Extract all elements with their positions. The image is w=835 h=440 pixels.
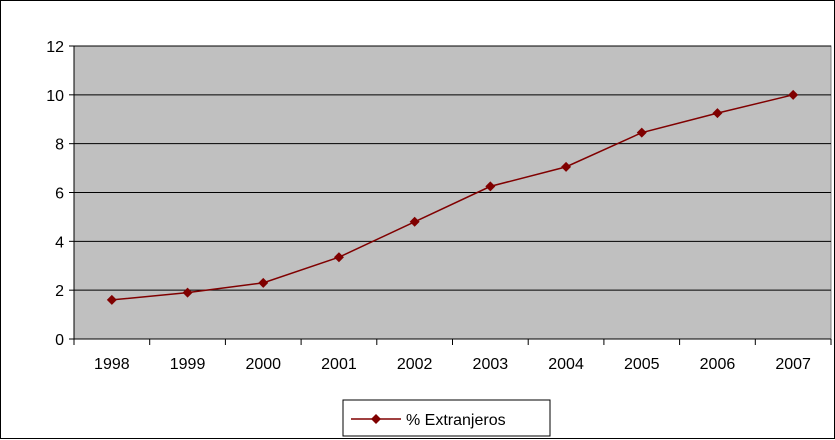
gridlines	[74, 45, 831, 291]
x-tick-label: 2007	[775, 356, 811, 373]
data-point-marker	[485, 181, 496, 192]
y-tick-label: 2	[55, 283, 64, 300]
series-line	[111, 94, 794, 301]
y-tick-label: 0	[55, 332, 64, 349]
legend: % Extranjeros	[342, 399, 551, 437]
x-tick-label: 1999	[170, 356, 206, 373]
y-tick-label: 10	[46, 88, 64, 105]
y-tick-label: 6	[55, 186, 64, 203]
series-lines	[111, 94, 794, 301]
x-tick-label: 2006	[700, 356, 736, 373]
legend-label: % Extranjeros	[406, 412, 506, 429]
data-point-marker	[333, 252, 344, 263]
data-point-marker	[106, 294, 117, 305]
x-tick-label: 2004	[548, 356, 584, 373]
data-point-marker	[258, 277, 269, 288]
data-point-marker	[712, 108, 723, 119]
series-markers	[106, 89, 799, 305]
data-point-marker	[409, 216, 420, 227]
x-tick-labels: 1998 1999 2000 2001 2002 2003 2004 2005 2006 2007	[73, 339, 832, 373]
x-tick-label: 2003	[473, 356, 509, 373]
x-tick-label: 2005	[624, 356, 660, 373]
x-tick-label: 2002	[397, 356, 433, 373]
x-tick-label: 2001	[321, 356, 357, 373]
x-tick-label: 1998	[94, 356, 130, 373]
data-point-marker	[636, 127, 647, 138]
y-tick-label: 12	[46, 39, 64, 56]
legend-marker-diamond	[371, 414, 381, 424]
y-tick-label: 8	[55, 137, 64, 154]
data-point-marker	[788, 89, 799, 100]
x-tick-label: 2000	[245, 356, 281, 373]
y-tick-label: 4	[55, 234, 64, 251]
y-tick-labels: 0 2 4 6 8 10 12	[46, 39, 74, 349]
data-point-marker	[182, 287, 193, 298]
data-point-marker	[561, 161, 572, 172]
